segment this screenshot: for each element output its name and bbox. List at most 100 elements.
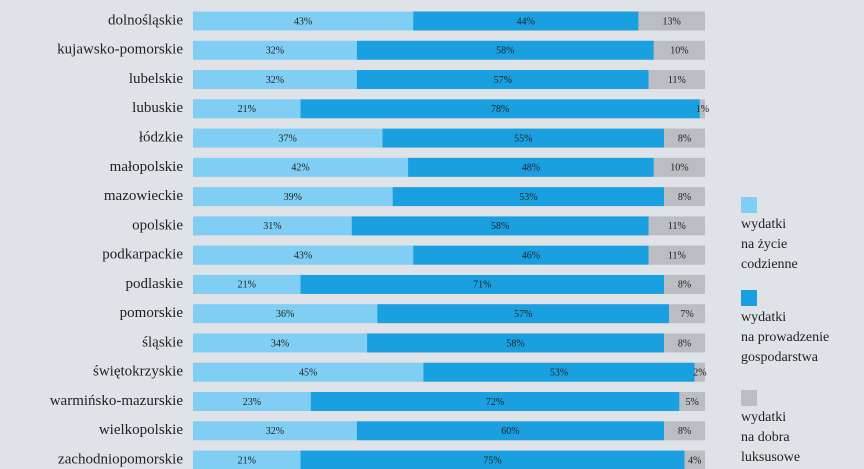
- bar-segment: [193, 187, 393, 207]
- value-label: 21%: [238, 455, 256, 466]
- value-label: 43%: [294, 16, 312, 27]
- bar-segment: [193, 245, 414, 265]
- legend-swatch: [741, 197, 757, 213]
- value-label: 13%: [663, 16, 681, 27]
- legend-label: wydatki na dobra luksusowe: [741, 410, 801, 465]
- bar-segment: [193, 157, 409, 177]
- value-label: 8%: [678, 133, 691, 144]
- value-label: 53%: [550, 368, 568, 379]
- value-label: 55%: [514, 133, 532, 144]
- value-label: 57%: [494, 75, 512, 86]
- bar-segment: [356, 40, 654, 60]
- bar-segment: [423, 362, 695, 382]
- value-label: 8%: [678, 280, 691, 291]
- bar-segment: [382, 128, 665, 148]
- bar-segment: [699, 99, 705, 119]
- category-label: małopolskie: [110, 159, 184, 175]
- value-label: 11%: [668, 221, 686, 232]
- value-label: 46%: [522, 250, 540, 261]
- bar-segment: [664, 128, 705, 148]
- bar-segment: [653, 157, 705, 177]
- bar-segment: [664, 421, 705, 441]
- value-label: 34%: [271, 338, 289, 349]
- value-label: 21%: [238, 104, 256, 115]
- bar-segment: [193, 304, 378, 324]
- bar-segment: [653, 40, 705, 60]
- bar-segment: [664, 187, 705, 207]
- value-label: 10%: [670, 46, 688, 57]
- value-label: 11%: [668, 75, 686, 86]
- value-label: 1%: [696, 104, 709, 115]
- bar-segment: [648, 245, 705, 265]
- bar-segment: [193, 11, 414, 31]
- value-label: 32%: [266, 426, 284, 437]
- value-label: 11%: [668, 250, 686, 261]
- bar-segment: [300, 274, 665, 294]
- bar-segment: [193, 128, 383, 148]
- bar-segment: [193, 450, 301, 469]
- category-label: śląskie: [142, 334, 183, 350]
- category-label: pomorskie: [120, 305, 184, 321]
- legend-swatch: [741, 290, 757, 306]
- category-label: dolnośląskie: [108, 12, 183, 28]
- bar-segment: [648, 70, 705, 90]
- bar-segment: [408, 157, 654, 177]
- legend-label: wydatki na życie codzienne: [741, 217, 798, 272]
- bar-segment: [356, 70, 649, 90]
- value-label: 32%: [266, 75, 284, 86]
- legend-swatch: [741, 390, 757, 406]
- bar-segment: [310, 392, 680, 412]
- value-label: 75%: [483, 455, 501, 466]
- category-label: świętokrzyskie: [93, 364, 183, 380]
- value-label: 45%: [299, 368, 317, 379]
- value-label: 36%: [276, 309, 294, 320]
- bar-segment: [193, 70, 357, 90]
- category-label: lubuskie: [132, 100, 183, 116]
- value-label: 58%: [506, 338, 524, 349]
- bar-segment: [193, 362, 424, 382]
- category-label: opolskie: [132, 217, 183, 233]
- bar-segment: [193, 40, 357, 60]
- bar-segment: [351, 216, 649, 236]
- bar-segment: [356, 421, 665, 441]
- bar-segment: [300, 99, 700, 119]
- bar-segment: [193, 421, 357, 441]
- bar-segment: [193, 274, 301, 294]
- value-label: 58%: [496, 46, 514, 57]
- bar-segment: [392, 187, 665, 207]
- value-label: 31%: [263, 221, 281, 232]
- value-label: 39%: [284, 192, 302, 203]
- bar-segment: [694, 362, 705, 382]
- category-label: mazowieckie: [104, 188, 183, 204]
- bar-segment: [669, 304, 705, 324]
- value-label: 43%: [294, 250, 312, 261]
- category-label: podkarpackie: [102, 247, 183, 263]
- bar-segment: [648, 216, 705, 236]
- value-label: 5%: [686, 397, 699, 408]
- bar-segment: [664, 274, 705, 294]
- bar-segment: [193, 392, 311, 412]
- category-label: lubelskie: [129, 71, 183, 87]
- bar-segment: [193, 99, 301, 119]
- value-label: 42%: [291, 163, 309, 174]
- value-label: 72%: [486, 397, 504, 408]
- value-label: 60%: [501, 426, 519, 437]
- bar-segment: [300, 450, 685, 469]
- bar-segment: [679, 392, 705, 412]
- value-label: 4%: [688, 455, 701, 466]
- value-label: 23%: [243, 397, 261, 408]
- legend-label: wydatki na prowadzenie gospodarstwa: [741, 310, 830, 365]
- bar-segment: [413, 11, 639, 31]
- category-label: zachodniopomorskie: [58, 451, 183, 467]
- value-label: 2%: [693, 368, 706, 379]
- value-label: 58%: [491, 221, 509, 232]
- bar-segment: [413, 245, 649, 265]
- bar-segment: [377, 304, 670, 324]
- value-label: 8%: [678, 338, 691, 349]
- value-label: 32%: [266, 46, 284, 57]
- value-label: 48%: [522, 163, 540, 174]
- value-label: 37%: [279, 133, 297, 144]
- category-label: podlaskie: [126, 276, 184, 292]
